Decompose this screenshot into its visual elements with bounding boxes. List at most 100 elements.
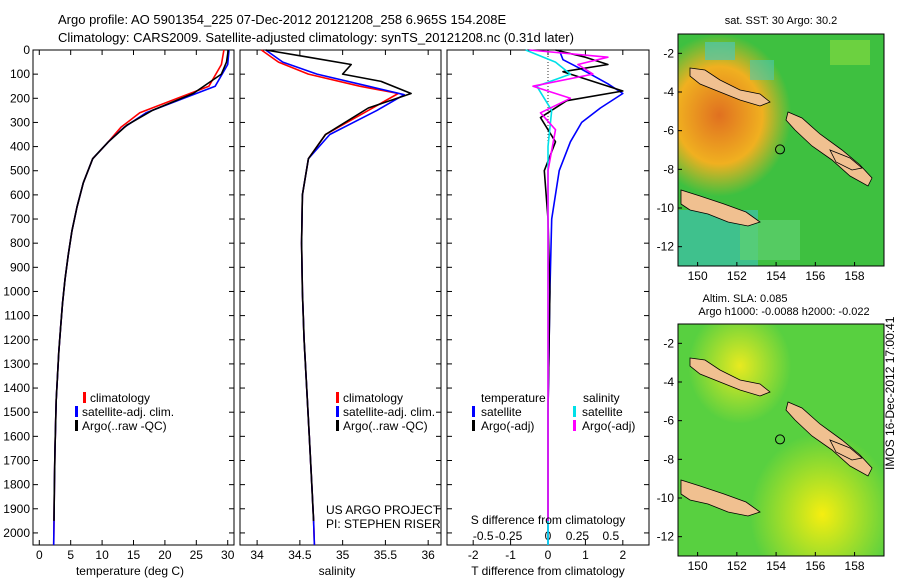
legend-swatch-t-satellite <box>472 406 475 417</box>
y-tick-label: 1700 <box>3 453 30 467</box>
salinity-profile-panel: 34 34.5 35 35.5 36 <box>239 49 442 562</box>
sst-map-panel: 150 152 154 156 158 -2 -4 -6 -8 -10 -12 <box>657 33 885 283</box>
x-tick-label: 1 <box>582 548 589 562</box>
y-tick-label: 200 <box>10 91 30 105</box>
temperature-legend: climatology satellite-adj. clim. Argo(..… <box>75 391 174 433</box>
sla-land <box>680 357 873 517</box>
series-line-salinity-argo-adj- <box>529 49 609 521</box>
y-tick-label: 900 <box>10 260 30 274</box>
header-line-2: Climatology: CARS2009. Satellite-adjuste… <box>58 30 574 45</box>
pi-annotation: PI: STEPHEN RISER <box>326 517 441 531</box>
legend-label: satellite <box>481 405 522 419</box>
x-tick-label: 36 <box>421 548 435 562</box>
map-x-tick-label: 150 <box>688 269 708 283</box>
legend-label: satellite-adj. clim. <box>343 405 435 419</box>
y-tick-label: 700 <box>10 212 30 226</box>
s-tick-label: -0.5 <box>473 529 494 543</box>
s-tick-label: 0.5 <box>602 529 619 543</box>
map-x-tick-label: 152 <box>727 559 747 573</box>
s-difference-label: S difference from climatology <box>471 513 626 527</box>
legend-label: climatology <box>90 391 150 405</box>
map-y-tick-label: -4 <box>663 85 674 99</box>
series-line-temperature-argo-adj- <box>539 49 624 521</box>
legend-swatch-satellite <box>75 406 78 417</box>
salinity-legend: climatology satellite-adj. clim. Argo(..… <box>336 391 435 433</box>
x-tick-label: 20 <box>158 548 172 562</box>
map-y-tick-label: -10 <box>657 491 675 505</box>
argo-float-marker <box>775 144 786 155</box>
legend-swatch-argo <box>75 420 78 431</box>
y-tick-label: 1800 <box>3 478 30 492</box>
legend-swatch-s-argo <box>573 420 576 431</box>
y-tick-label: 800 <box>10 236 30 250</box>
legend-label: satellite-adj. clim. <box>82 405 174 419</box>
x-tick-label: 10 <box>95 548 109 562</box>
sla-map-panel: 150 152 154 156 158 -2 -4 -6 -8 -10 -12 <box>657 323 885 573</box>
map-x-tick-label: 158 <box>845 559 865 573</box>
map-y-tick-label: -6 <box>663 414 674 428</box>
map-y-tick-label: -8 <box>663 162 674 176</box>
s-tick-label: 0.25 <box>566 529 590 543</box>
sst-map-title: sat. SST: 30 Argo: 30.2 <box>725 15 838 27</box>
map-x-tick-label: 154 <box>766 559 786 573</box>
temperature-profile-panel: 0 5 10 15 20 25 300100200300400500600700800900… <box>3 43 234 562</box>
series-line-argo-raw-qc- <box>53 49 230 521</box>
y-tick-label: 0 <box>23 43 30 57</box>
project-annotation: US ARGO PROJECT <box>326 503 441 517</box>
x-tick-label: 0 <box>545 548 552 562</box>
legend-label: satellite <box>582 405 623 419</box>
header-line-1: Argo profile: AO 5901354_225 07-Dec-2012… <box>58 12 506 27</box>
difference-xlabel: T difference from climatology <box>471 564 625 578</box>
map-y-tick-label: -8 <box>663 452 674 466</box>
series-line-argo-raw-qc- <box>265 49 412 521</box>
sla-map-subtitle: Argo h1000: -0.0088 h2000: -0.022 <box>698 306 869 318</box>
legend-swatch-satellite <box>336 406 339 417</box>
sla-map-frame <box>677 323 885 557</box>
y-tick-label: 1000 <box>3 284 30 298</box>
plot-frame <box>32 49 235 546</box>
map-x-tick-label: 152 <box>727 269 747 283</box>
salinity-xlabel: salinity <box>319 564 356 578</box>
sst-map-frame <box>677 33 885 267</box>
sst-cool-patches <box>678 40 870 266</box>
legend-swatch-t-argo <box>472 420 475 431</box>
x-tick-label: 35.5 <box>374 548 398 562</box>
difference-profile-panel: -2 -1 0 1 2-0.5 -0.25 0 0.25 0.5 <box>446 49 650 562</box>
map-y-tick-label: -2 <box>663 46 674 60</box>
y-tick-label: 1900 <box>3 502 30 516</box>
argo-float-marker <box>775 434 786 445</box>
legend-label: Argo(..raw -QC) <box>82 419 167 433</box>
x-tick-label: 15 <box>127 548 141 562</box>
legend-swatch-climatology <box>83 392 86 403</box>
legend-title-salinity: salinity <box>583 391 620 405</box>
x-tick-label: 5 <box>67 548 74 562</box>
y-tick-label: 300 <box>10 115 30 129</box>
map-y-tick-label: -6 <box>663 124 674 138</box>
sla-map-title: Altim. SLA: 0.085 <box>703 293 788 305</box>
y-tick-label: 1100 <box>4 309 30 323</box>
legend-swatch-climatology <box>336 392 339 403</box>
map-x-tick-label: 156 <box>805 269 825 283</box>
map-x-tick-label: 150 <box>688 559 708 573</box>
x-tick-label: 25 <box>190 548 204 562</box>
x-tick-label: -2 <box>468 548 479 562</box>
legend-swatch-s-satellite <box>573 406 576 417</box>
x-tick-label: 0 <box>36 548 43 562</box>
imos-timestamp: IMOS 16-Dec-2012 17:00:41 <box>883 316 897 470</box>
legend-label: Argo(-adj) <box>481 419 534 433</box>
y-tick-label: 400 <box>10 140 30 154</box>
sst-land <box>680 67 873 227</box>
difference-legend: temperature satellite Argo(-adj) salinit… <box>472 391 635 433</box>
y-tick-label: 600 <box>10 188 30 202</box>
map-y-tick-label: -12 <box>657 530 675 544</box>
map-y-tick-label: -2 <box>663 336 674 350</box>
y-tick-label: 2000 <box>3 526 30 540</box>
legend-swatch-argo <box>336 420 339 431</box>
map-y-tick-label: -12 <box>657 240 675 254</box>
y-tick-label: 1400 <box>3 381 30 395</box>
x-tick-label: 2 <box>619 548 626 562</box>
y-tick-label: 1300 <box>3 357 30 371</box>
x-tick-label: 34 <box>250 548 264 562</box>
map-y-tick-label: -10 <box>657 201 675 215</box>
